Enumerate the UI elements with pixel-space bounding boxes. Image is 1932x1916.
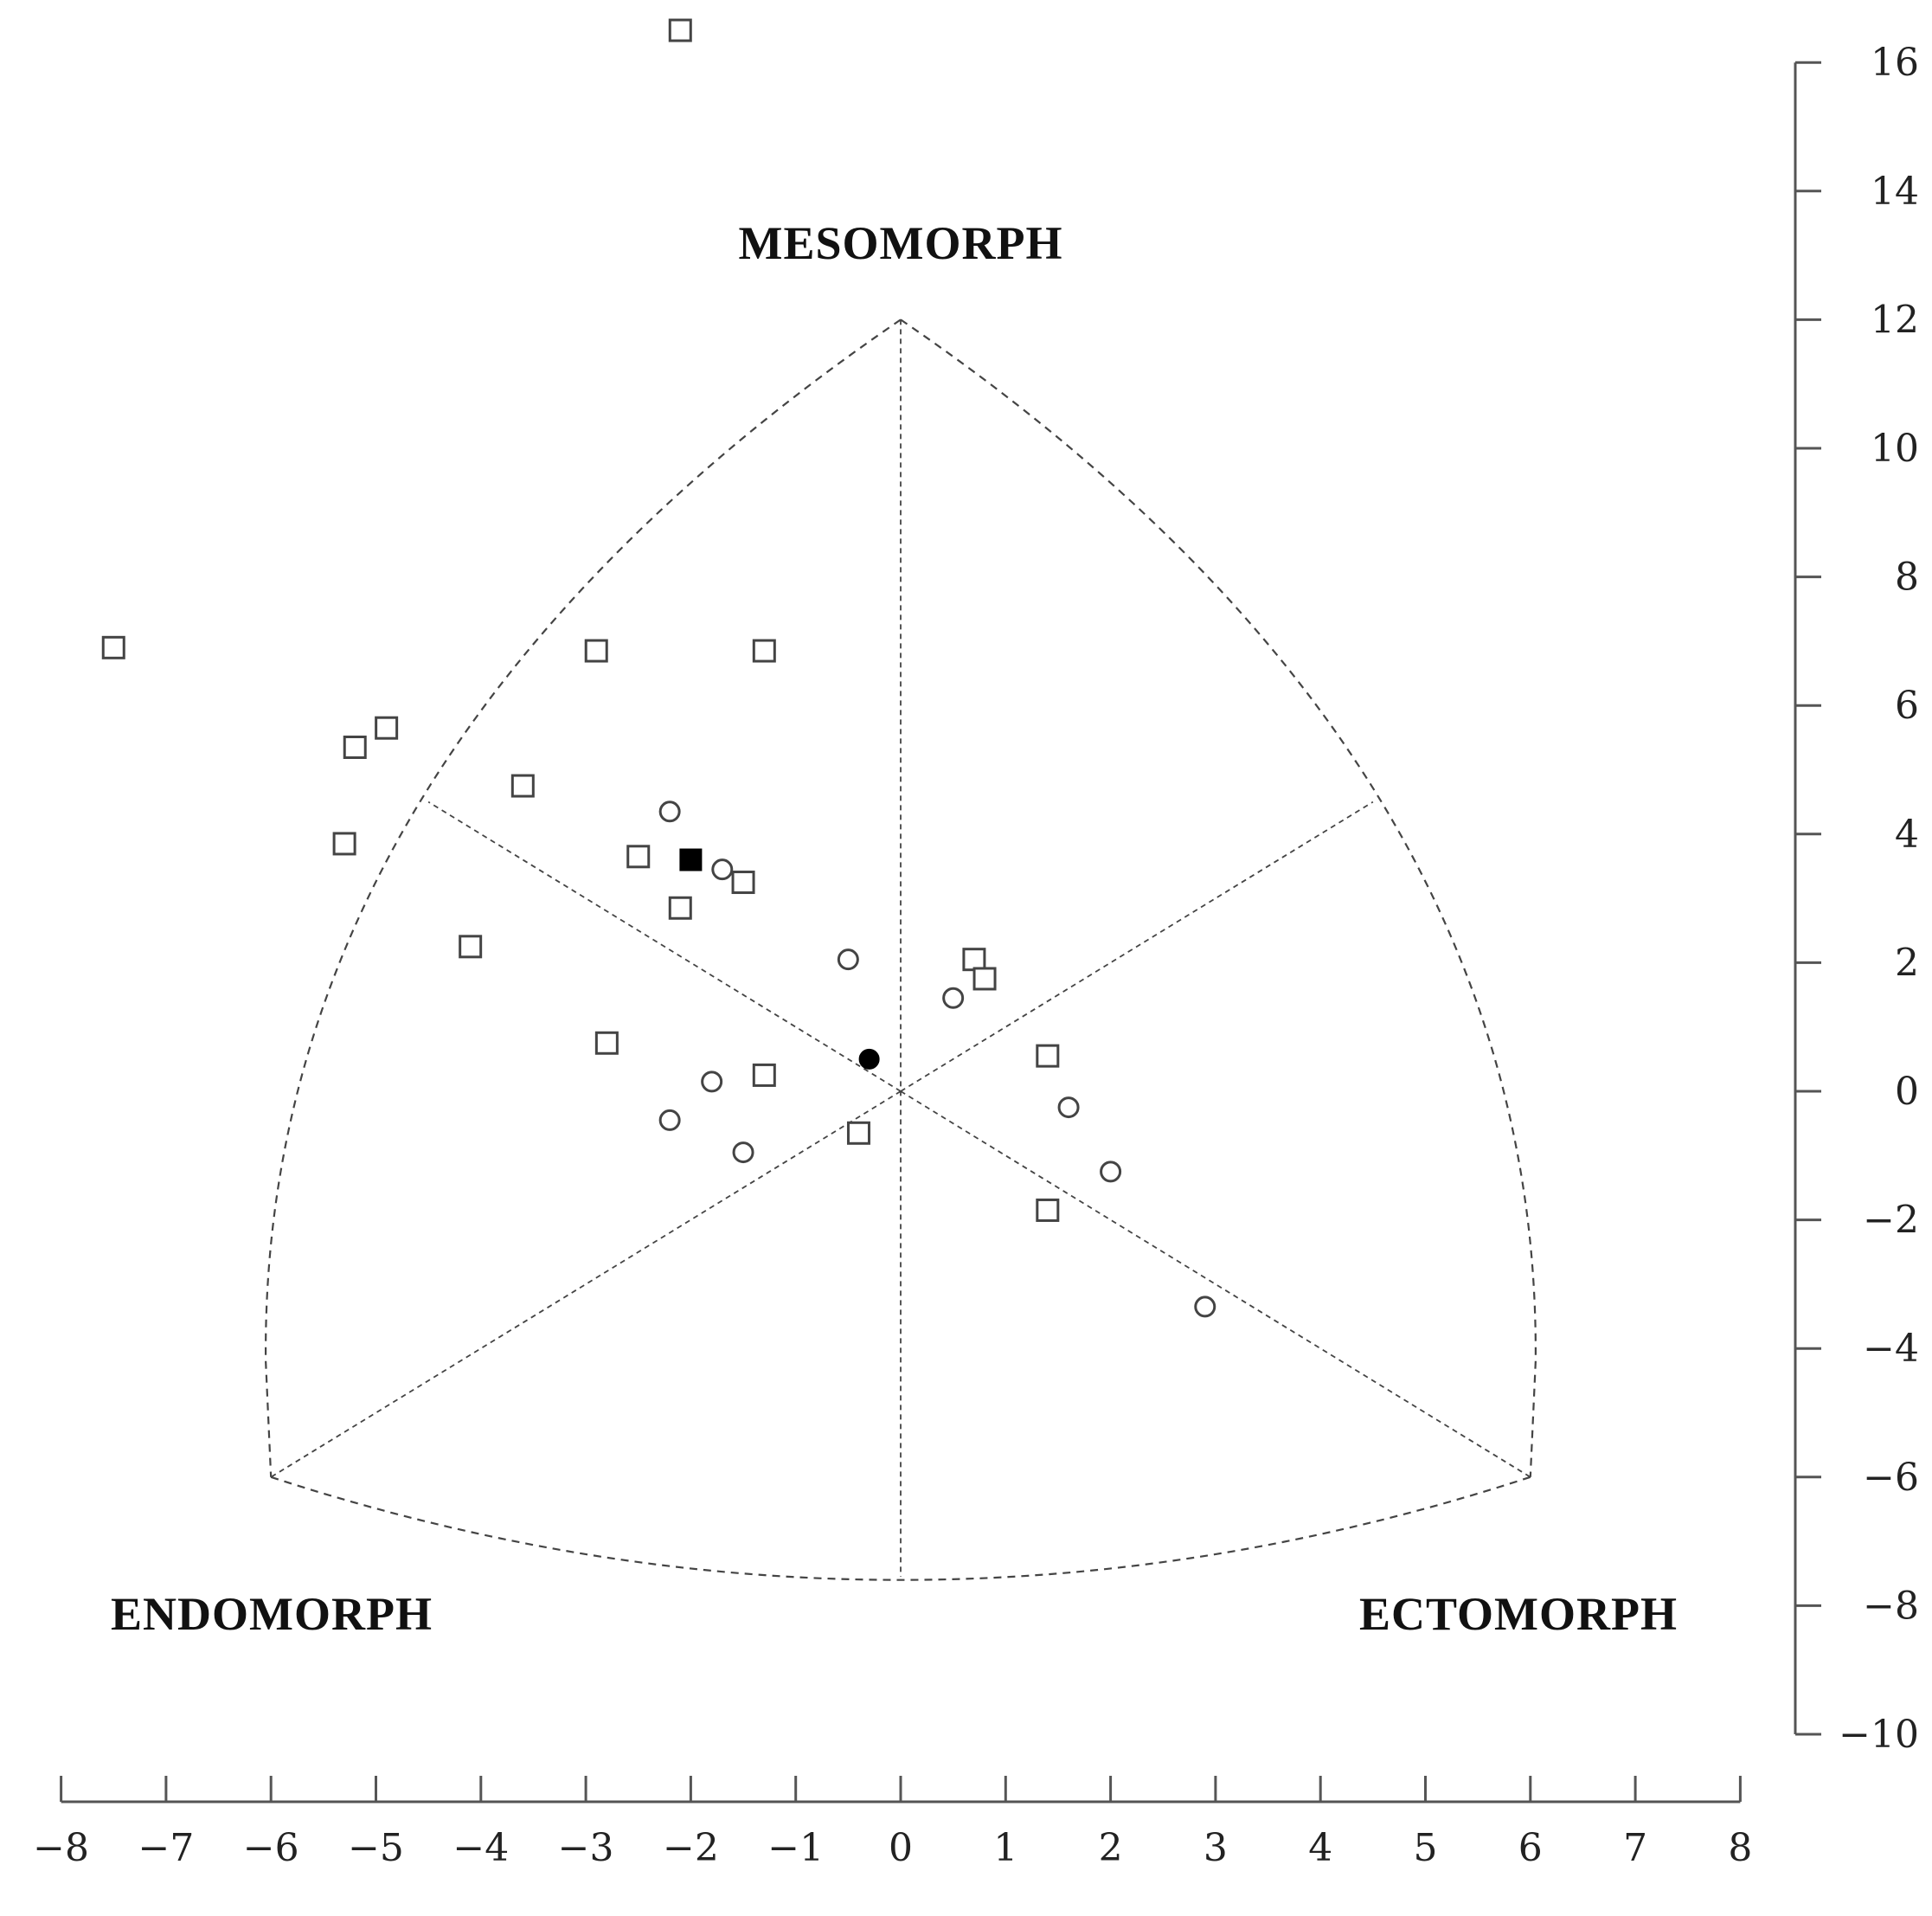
data-point-circle [711, 858, 734, 881]
data-point-square [731, 871, 755, 895]
data-point-circle [1100, 1161, 1122, 1183]
frame-right-arc [900, 318, 1537, 1477]
y-tick-label: 12 [1871, 298, 1919, 342]
y-tick-label: 4 [1895, 813, 1919, 857]
divider-to-ectomorph [900, 1090, 1531, 1478]
y-tick-label: −4 [1863, 1327, 1919, 1371]
region-labels: MESOMORPH ENDOMORPH ECTOMORPH [111, 217, 1678, 1640]
x-tick-label: −6 [243, 1826, 299, 1870]
series-mean-squares [679, 848, 703, 871]
series-mean-circles [858, 1048, 880, 1070]
data-point-square [752, 639, 776, 663]
data-point-square [594, 1031, 619, 1055]
data-point-square [375, 716, 399, 740]
x-tick-label: −8 [33, 1826, 89, 1870]
data-point-circle [942, 987, 965, 1009]
divider-to-upper-right [900, 800, 1374, 1092]
x-tick-label: 3 [1203, 1826, 1228, 1870]
data-point-mean-circle [858, 1048, 880, 1070]
x-tick-label: −7 [138, 1826, 194, 1870]
divider-to-upper-left [427, 800, 902, 1092]
x-tick-label: 2 [1099, 1826, 1123, 1870]
data-point-mean-square [679, 848, 703, 871]
somatochart-frame [265, 318, 1537, 1581]
data-point-square [510, 774, 535, 798]
data-point-circle [732, 1141, 754, 1164]
data-point-square [668, 896, 692, 920]
x-tick-label: 0 [889, 1826, 913, 1870]
data-point-square [343, 735, 367, 759]
y-tick-label: 0 [1895, 1070, 1919, 1114]
x-tick-label: −4 [453, 1826, 509, 1870]
data-point-square [962, 948, 986, 972]
frame-left-arc [265, 318, 902, 1477]
divider-to-endomorph [270, 1090, 902, 1478]
data-point-circle [658, 800, 681, 823]
data-points [101, 18, 1216, 1318]
label-endomorph: ENDOMORPH [111, 1588, 433, 1640]
data-point-square [752, 1063, 776, 1087]
y-tick-label: −8 [1863, 1584, 1919, 1628]
data-point-square [101, 635, 125, 659]
series-group-circles [658, 800, 1216, 1318]
data-point-circle [837, 948, 859, 971]
y-tick-label: 8 [1895, 556, 1919, 600]
data-point-square [626, 845, 651, 869]
data-point-square [459, 935, 483, 959]
x-tick-label: 8 [1728, 1826, 1752, 1870]
data-point-square [332, 832, 356, 856]
data-point-square [972, 967, 997, 991]
label-ectomorph: ECTOMORPH [1359, 1588, 1678, 1640]
x-tick-label: −2 [663, 1826, 719, 1870]
data-point-circle [1194, 1296, 1216, 1318]
data-point-square [846, 1121, 870, 1145]
x-tick-label: 1 [993, 1826, 1017, 1870]
series-group-squares [101, 18, 1060, 1222]
y-tick-label: 6 [1895, 684, 1919, 728]
label-mesomorph: MESOMORPH [739, 217, 1063, 269]
y-tick-label: 10 [1871, 427, 1919, 471]
x-tick-label: −5 [348, 1826, 404, 1870]
x-tick-label: 7 [1623, 1826, 1647, 1870]
x-tick-label: 5 [1414, 1826, 1438, 1870]
data-point-circle [1057, 1096, 1080, 1119]
x-tick-label: −3 [558, 1826, 614, 1870]
data-point-circle [658, 1109, 681, 1131]
frame-bottom-arc [270, 1476, 1531, 1581]
data-point-square [584, 639, 608, 663]
data-point-square [668, 18, 692, 42]
x-tick-label: 4 [1308, 1826, 1332, 1870]
y-tick-label: −2 [1863, 1199, 1919, 1243]
axes: −8 −7 −6 −5 −4 −3 −2 −1 0 1 2 3 4 5 6 7 8−10−8−6−4−20246… [33, 41, 1919, 1870]
y-tick-label: −10 [1839, 1713, 1919, 1757]
data-point-square [1036, 1044, 1060, 1068]
data-point-circle [701, 1071, 723, 1093]
data-point-square [1036, 1198, 1060, 1222]
x-tick-label: −1 [767, 1826, 824, 1870]
y-tick-label: 16 [1871, 41, 1919, 85]
y-tick-label: 14 [1871, 170, 1919, 214]
y-tick-label: 2 [1895, 941, 1919, 985]
y-tick-label: −6 [1863, 1456, 1919, 1500]
x-tick-label: 6 [1518, 1826, 1543, 1870]
